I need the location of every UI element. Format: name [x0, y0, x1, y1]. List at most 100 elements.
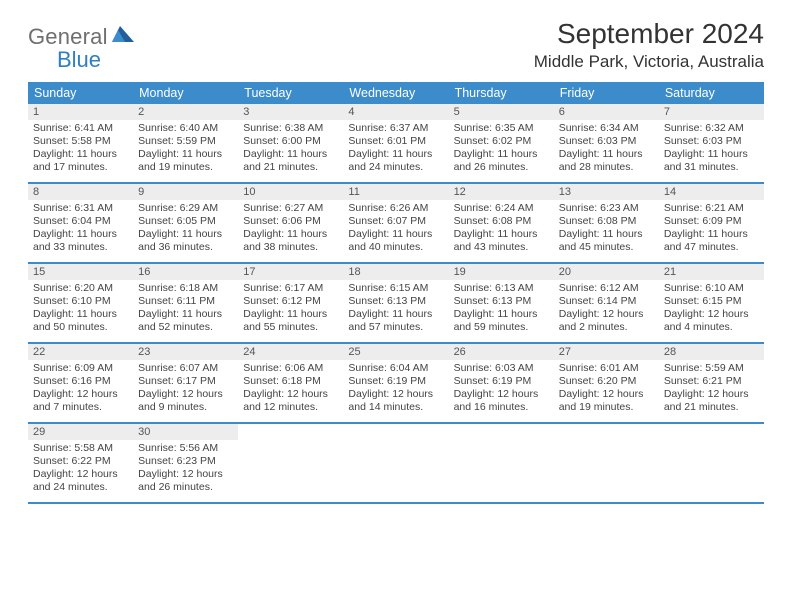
- dayname-friday: Friday: [554, 82, 659, 104]
- daylight-line1: Daylight: 12 hours: [138, 388, 233, 401]
- daylight-line1: Daylight: 11 hours: [454, 228, 549, 241]
- daylight-line2: and 7 minutes.: [33, 401, 128, 414]
- day-body: Sunrise: 6:13 AMSunset: 6:13 PMDaylight:…: [449, 280, 554, 339]
- daylight-line1: Daylight: 11 hours: [454, 308, 549, 321]
- day-cell: 1Sunrise: 6:41 AMSunset: 5:58 PMDaylight…: [28, 104, 133, 182]
- day-number: 29: [28, 424, 133, 440]
- day-body: Sunrise: 6:18 AMSunset: 6:11 PMDaylight:…: [133, 280, 238, 339]
- day-body: Sunrise: 6:21 AMSunset: 6:09 PMDaylight:…: [659, 200, 764, 259]
- day-cell: 14Sunrise: 6:21 AMSunset: 6:09 PMDayligh…: [659, 184, 764, 262]
- day-body: Sunrise: 5:56 AMSunset: 6:23 PMDaylight:…: [133, 440, 238, 499]
- sunrise-text: Sunrise: 6:15 AM: [348, 282, 443, 295]
- day-number: 20: [554, 264, 659, 280]
- day-cell: [659, 424, 764, 502]
- sunset-text: Sunset: 6:01 PM: [348, 135, 443, 148]
- daylight-line1: Daylight: 12 hours: [454, 388, 549, 401]
- day-cell: [343, 424, 448, 502]
- day-number: 18: [343, 264, 448, 280]
- day-cell: 17Sunrise: 6:17 AMSunset: 6:12 PMDayligh…: [238, 264, 343, 342]
- day-cell: [449, 424, 554, 502]
- sunrise-text: Sunrise: 6:04 AM: [348, 362, 443, 375]
- logo-triangle-icon: [112, 26, 134, 49]
- daylight-line2: and 21 minutes.: [243, 161, 338, 174]
- sunrise-text: Sunrise: 6:26 AM: [348, 202, 443, 215]
- day-cell: 26Sunrise: 6:03 AMSunset: 6:19 PMDayligh…: [449, 344, 554, 422]
- daylight-line2: and 24 minutes.: [33, 481, 128, 494]
- day-cell: 20Sunrise: 6:12 AMSunset: 6:14 PMDayligh…: [554, 264, 659, 342]
- day-cell: 16Sunrise: 6:18 AMSunset: 6:11 PMDayligh…: [133, 264, 238, 342]
- day-cell: 28Sunrise: 5:59 AMSunset: 6:21 PMDayligh…: [659, 344, 764, 422]
- weeks-container: 1Sunrise: 6:41 AMSunset: 5:58 PMDaylight…: [28, 104, 764, 504]
- daylight-line1: Daylight: 11 hours: [33, 148, 128, 161]
- week-row: 8Sunrise: 6:31 AMSunset: 6:04 PMDaylight…: [28, 184, 764, 264]
- sunset-text: Sunset: 6:02 PM: [454, 135, 549, 148]
- logo-text-blue: Blue: [57, 47, 101, 72]
- dayname-wednesday: Wednesday: [343, 82, 448, 104]
- day-body: Sunrise: 6:04 AMSunset: 6:19 PMDaylight:…: [343, 360, 448, 419]
- day-number: 25: [343, 344, 448, 360]
- dayname-row: Sunday Monday Tuesday Wednesday Thursday…: [28, 82, 764, 104]
- sunrise-text: Sunrise: 6:32 AM: [664, 122, 759, 135]
- daylight-line1: Daylight: 11 hours: [33, 308, 128, 321]
- daylight-line1: Daylight: 11 hours: [138, 148, 233, 161]
- dayname-monday: Monday: [133, 82, 238, 104]
- sunset-text: Sunset: 6:12 PM: [243, 295, 338, 308]
- sunrise-text: Sunrise: 6:29 AM: [138, 202, 233, 215]
- sunset-text: Sunset: 6:09 PM: [664, 215, 759, 228]
- day-body: Sunrise: 6:07 AMSunset: 6:17 PMDaylight:…: [133, 360, 238, 419]
- day-body: Sunrise: 5:59 AMSunset: 6:21 PMDaylight:…: [659, 360, 764, 419]
- dayname-sunday: Sunday: [28, 82, 133, 104]
- month-title: September 2024: [534, 18, 764, 50]
- sunset-text: Sunset: 6:21 PM: [664, 375, 759, 388]
- daylight-line2: and 59 minutes.: [454, 321, 549, 334]
- sunset-text: Sunset: 6:11 PM: [138, 295, 233, 308]
- day-body: Sunrise: 6:15 AMSunset: 6:13 PMDaylight:…: [343, 280, 448, 339]
- day-body: Sunrise: 6:38 AMSunset: 6:00 PMDaylight:…: [238, 120, 343, 179]
- day-body: Sunrise: 6:29 AMSunset: 6:05 PMDaylight:…: [133, 200, 238, 259]
- day-number: 2: [133, 104, 238, 120]
- week-row: 15Sunrise: 6:20 AMSunset: 6:10 PMDayligh…: [28, 264, 764, 344]
- day-number: 27: [554, 344, 659, 360]
- calendar: Sunday Monday Tuesday Wednesday Thursday…: [28, 82, 764, 504]
- dayname-thursday: Thursday: [449, 82, 554, 104]
- day-number: 15: [28, 264, 133, 280]
- daylight-line1: Daylight: 12 hours: [33, 388, 128, 401]
- day-cell: 5Sunrise: 6:35 AMSunset: 6:02 PMDaylight…: [449, 104, 554, 182]
- daylight-line2: and 43 minutes.: [454, 241, 549, 254]
- day-body: Sunrise: 6:40 AMSunset: 5:59 PMDaylight:…: [133, 120, 238, 179]
- sunrise-text: Sunrise: 5:56 AM: [138, 442, 233, 455]
- day-cell: 2Sunrise: 6:40 AMSunset: 5:59 PMDaylight…: [133, 104, 238, 182]
- daylight-line1: Daylight: 11 hours: [33, 228, 128, 241]
- day-cell: 18Sunrise: 6:15 AMSunset: 6:13 PMDayligh…: [343, 264, 448, 342]
- daylight-line1: Daylight: 11 hours: [348, 228, 443, 241]
- sunset-text: Sunset: 6:03 PM: [664, 135, 759, 148]
- daylight-line1: Daylight: 11 hours: [559, 148, 654, 161]
- day-body: Sunrise: 6:03 AMSunset: 6:19 PMDaylight:…: [449, 360, 554, 419]
- day-cell: 23Sunrise: 6:07 AMSunset: 6:17 PMDayligh…: [133, 344, 238, 422]
- sunrise-text: Sunrise: 6:18 AM: [138, 282, 233, 295]
- daylight-line2: and 52 minutes.: [138, 321, 233, 334]
- daylight-line1: Daylight: 11 hours: [243, 308, 338, 321]
- daylight-line2: and 4 minutes.: [664, 321, 759, 334]
- sunrise-text: Sunrise: 6:24 AM: [454, 202, 549, 215]
- daylight-line2: and 50 minutes.: [33, 321, 128, 334]
- daylight-line1: Daylight: 12 hours: [33, 468, 128, 481]
- sunset-text: Sunset: 6:00 PM: [243, 135, 338, 148]
- sunset-text: Sunset: 6:04 PM: [33, 215, 128, 228]
- day-number: 11: [343, 184, 448, 200]
- daylight-line2: and 57 minutes.: [348, 321, 443, 334]
- daylight-line1: Daylight: 11 hours: [138, 228, 233, 241]
- day-body: Sunrise: 6:01 AMSunset: 6:20 PMDaylight:…: [554, 360, 659, 419]
- daylight-line1: Daylight: 12 hours: [243, 388, 338, 401]
- logo: General: [28, 18, 136, 50]
- daylight-line2: and 31 minutes.: [664, 161, 759, 174]
- day-cell: 24Sunrise: 6:06 AMSunset: 6:18 PMDayligh…: [238, 344, 343, 422]
- day-cell: 15Sunrise: 6:20 AMSunset: 6:10 PMDayligh…: [28, 264, 133, 342]
- day-number: 17: [238, 264, 343, 280]
- daylight-line2: and 14 minutes.: [348, 401, 443, 414]
- daylight-line2: and 17 minutes.: [33, 161, 128, 174]
- daylight-line1: Daylight: 11 hours: [348, 148, 443, 161]
- daylight-line2: and 12 minutes.: [243, 401, 338, 414]
- day-cell: 30Sunrise: 5:56 AMSunset: 6:23 PMDayligh…: [133, 424, 238, 502]
- day-number: 19: [449, 264, 554, 280]
